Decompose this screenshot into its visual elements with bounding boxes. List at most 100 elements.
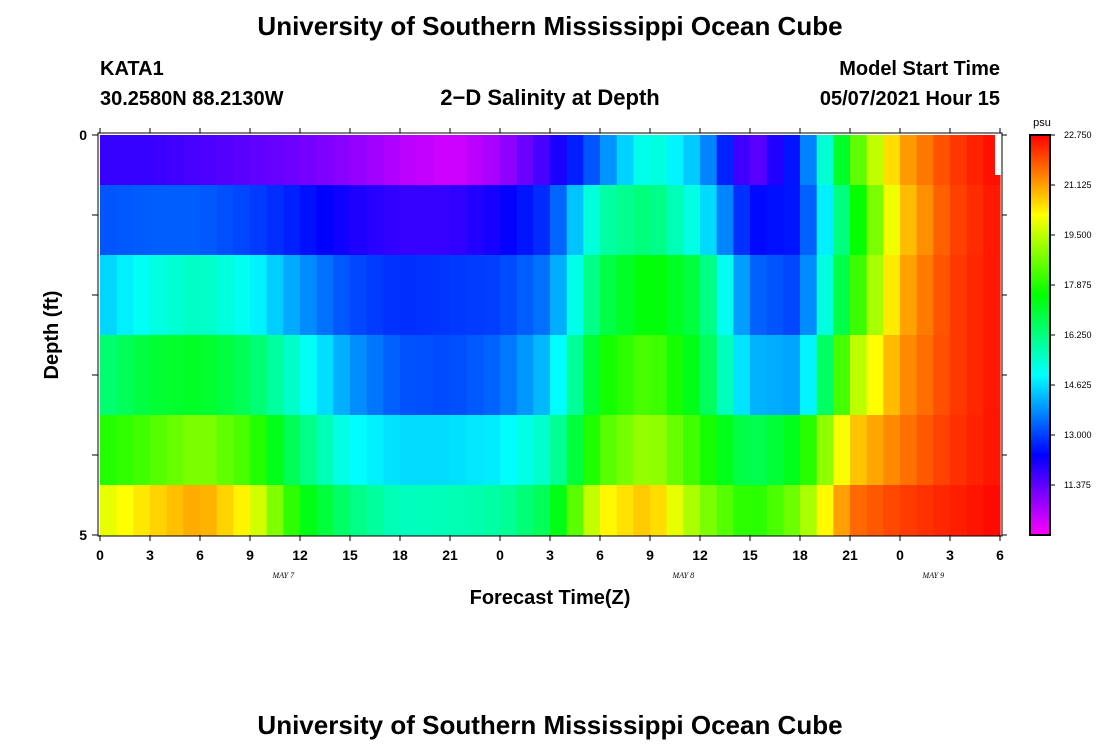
colorbar-tick-label: 14.625 [1064,380,1092,390]
model-start-label: Model Start Time [839,58,1000,80]
heatmap-cell [650,335,668,416]
x-tick-label: 12 [292,547,308,563]
heatmap-cell [583,335,601,416]
heatmap-cell [516,185,534,256]
heatmap-cell [850,135,868,186]
heatmap-cell [400,335,418,416]
heatmap-cell [133,255,151,336]
heatmap-plot-area [100,135,1001,536]
colorbar-tick-label: 16.250 [1064,330,1092,340]
heatmap-cell [783,485,801,536]
x-tick-label: 21 [442,547,458,563]
heatmap-cell [816,335,834,416]
heatmap-cell [416,415,434,486]
heatmap-cell [800,255,818,336]
heatmap-cell [300,485,318,536]
heatmap-cell [900,415,918,486]
heatmap-cell [183,335,201,416]
x-date-label: MAY 8 [672,571,695,580]
heatmap-cell [316,185,334,256]
heatmap-cell [716,185,734,256]
heatmap-cell [933,485,951,536]
x-tick-label: 6 [196,547,204,563]
heatmap-cell [650,135,668,186]
heatmap-cell [983,185,1001,256]
heatmap-cell [516,135,534,186]
x-tick-label: 0 [496,547,504,563]
heatmap-cell [316,255,334,336]
heatmap-cell [350,135,368,186]
heatmap-cell [366,255,384,336]
heatmap-cell [400,135,418,186]
heatmap-cell [766,415,784,486]
heatmap-cell [300,335,318,416]
heatmap-cell [500,185,518,256]
heatmap-cell [900,135,918,186]
heatmap-cell [333,185,351,256]
heatmap-cell [816,185,834,256]
heatmap-cell [750,335,768,416]
heatmap-cell [783,185,801,256]
heatmap-cell [883,255,901,336]
heatmap-cell [316,415,334,486]
heatmap-cell [800,185,818,256]
heatmap-cell [666,255,684,336]
heatmap-cell [400,485,418,536]
heatmap-cell [533,135,551,186]
colorbar: psu 22.750 21.125 19.500 17.875 16.250 14.625… [1029,117,1092,536]
heatmap-cell [950,485,968,536]
heatmap-cell [433,485,451,536]
heatmap-cell [266,415,284,486]
heatmap-cell [166,135,184,186]
heatmap-cell [683,135,701,186]
y-tick-label: 0 [79,127,87,143]
heatmap-cell [350,335,368,416]
y-axis-label: Depth (ft) [41,291,63,380]
heatmap-cell [783,135,801,186]
heatmap-cell [100,185,118,256]
x-tick-label: 3 [146,547,154,563]
heatmap-cell [916,255,934,336]
heatmap-cell [166,185,184,256]
heatmap-cell [766,135,784,186]
colorbar-unit: psu [1033,117,1051,129]
y-axis: 05 [79,127,1007,543]
heatmap-cell [500,485,518,536]
x-tick-label: 9 [646,547,654,563]
heatmap-cell [966,485,984,536]
colorbar-tick-label: 11.375 [1064,480,1091,490]
heatmap-cell [583,485,601,536]
heatmap-cell [666,415,684,486]
x-tick-label: 18 [392,547,408,563]
heatmap-cell [250,335,268,416]
heatmap-cell [216,485,234,536]
heatmap-cell [216,255,234,336]
heatmap-cell [650,185,668,256]
heatmap-cell [433,335,451,416]
heatmap-cell [466,335,484,416]
heatmap-cell [433,415,451,486]
heatmap-cell [383,255,401,336]
heatmap-cell [633,335,651,416]
heatmap-cell [116,255,134,336]
heatmap-cell [266,135,284,186]
heatmap-cell [416,335,434,416]
heatmap-cell [150,485,168,536]
heatmap-cell [383,185,401,256]
footer-title: University of Southern Mississippi Ocean… [257,710,842,740]
heatmap-cell [866,255,884,336]
heatmap-cell [850,415,868,486]
heatmap-cell [116,485,134,536]
heatmap-cell [600,135,618,186]
heatmap-cell [683,255,701,336]
heatmap-cell [216,135,234,186]
heatmap-cell [750,135,768,186]
heatmap-cell [850,185,868,256]
heatmap-cell [633,185,651,256]
heatmap-cell [300,255,318,336]
heatmap-cell [483,135,501,186]
heatmap-cell [150,135,168,186]
heatmap-cell [683,485,701,536]
heatmap-cell [900,185,918,256]
